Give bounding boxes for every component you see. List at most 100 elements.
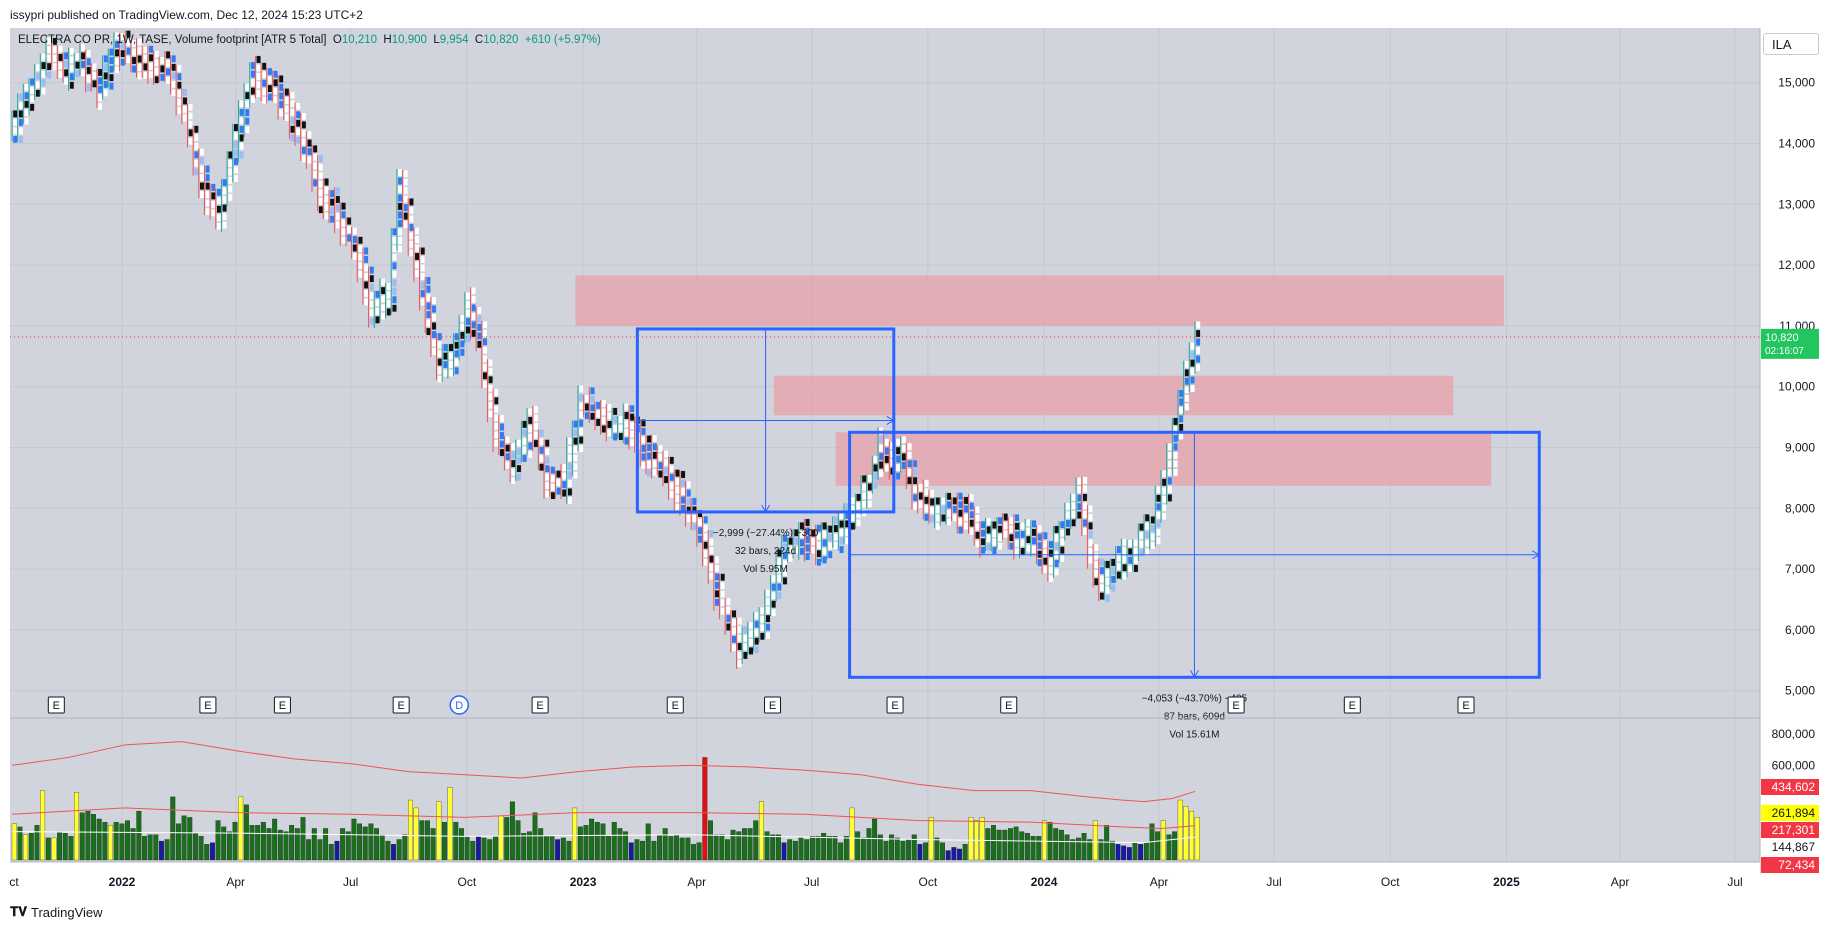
- footprint-bar: [905, 442, 912, 490]
- price-axis[interactable]: 15,00014,00013,00012,00011,00010,0009,00…: [1761, 76, 1819, 698]
- footprint-cell: [420, 289, 426, 298]
- footprint-cell: [239, 125, 244, 134]
- measurement[interactable]: −4,053 (−43.70%) −405 87 bars, 609d Vol 15…: [848, 430, 1541, 740]
- earnings-icon[interactable]: [764, 696, 782, 714]
- earnings-marker[interactable]: E: [392, 696, 410, 714]
- footprint-cell: [1178, 406, 1184, 415]
- footprint-cell: [561, 463, 567, 472]
- earnings-icon[interactable]: [1227, 696, 1245, 714]
- tradingview-logo[interactable]: 𝐓𝐕 TradingView: [10, 904, 103, 920]
- volume-bar: [883, 840, 889, 861]
- volume-bar: [430, 828, 436, 861]
- footprint-cell: [352, 235, 358, 244]
- volume-bar: [775, 834, 781, 861]
- footprint-cell: [324, 178, 329, 186]
- volume-bar: [1132, 842, 1138, 861]
- footprint-bar: [300, 112, 307, 163]
- earnings-marker[interactable]: E: [1457, 696, 1475, 714]
- earnings-marker[interactable]: E: [199, 696, 217, 714]
- footprint-cell: [386, 308, 392, 316]
- event-marker-label: E: [204, 700, 211, 712]
- footprint-bar: [526, 408, 533, 459]
- footprint-cell: [114, 49, 120, 57]
- earnings-marker[interactable]: E: [1000, 696, 1018, 714]
- footprint-cell: [680, 470, 686, 479]
- footprint-cell: [324, 203, 329, 212]
- footprint-cell: [459, 348, 465, 357]
- footprint-cell: [946, 492, 952, 501]
- current-price-tag[interactable]: [1761, 328, 1819, 359]
- footprint-bar: [1188, 342, 1195, 393]
- earnings-marker[interactable]: E: [886, 696, 904, 714]
- footprint-cell: [708, 529, 714, 538]
- footprint-bar: [685, 480, 692, 527]
- footprint-cell: [459, 323, 465, 331]
- footprint-bar: [39, 53, 46, 96]
- earnings-marker[interactable]: E: [764, 696, 782, 714]
- footprint-cell: [1037, 550, 1043, 559]
- earnings-marker[interactable]: E: [666, 696, 684, 714]
- dividend-icon[interactable]: [449, 695, 470, 715]
- volume-bar: [289, 825, 295, 861]
- footprint-cell: [414, 244, 420, 252]
- earnings-icon[interactable]: [531, 696, 549, 714]
- footprint-cell: [267, 67, 273, 76]
- footprint-cell: [1059, 554, 1065, 563]
- dividend-marker[interactable]: D: [449, 695, 470, 715]
- volume-bar: [758, 801, 764, 861]
- footprint-cell: [873, 464, 878, 472]
- footprint-cell: [618, 415, 624, 424]
- time-axis[interactable]: ct 2022 Apr Jul Oct 2023 Apr Jul Oct 2024 Apr Jul Oc…: [9, 875, 1742, 889]
- currency-button[interactable]: ILA: [1763, 33, 1819, 55]
- footprint-cell: [725, 606, 731, 614]
- footprint-bar: [566, 437, 573, 505]
- volume-axis[interactable]: 800,000 600,000 434,602 261,894 217,301 144,8…: [1761, 727, 1819, 873]
- earnings-icon[interactable]: [886, 696, 904, 714]
- footprint-cell: [222, 212, 228, 221]
- footprint-cell: [1195, 346, 1201, 355]
- footprint-cell: [148, 70, 154, 79]
- footprint-bar: [979, 520, 986, 558]
- volume-bar: [617, 828, 623, 861]
- resistance-zones: [575, 275, 1504, 486]
- footprint-bar: [719, 573, 726, 620]
- volume-bar: [628, 842, 634, 861]
- footprint-cell: [295, 110, 301, 119]
- earnings-marker[interactable]: E: [47, 696, 65, 714]
- earnings-icon[interactable]: [392, 696, 410, 714]
- footprint-cell: [216, 222, 222, 231]
- earnings-marker[interactable]: E: [1343, 696, 1361, 714]
- earnings-marker[interactable]: E: [531, 696, 549, 714]
- earnings-icon[interactable]: [47, 696, 65, 714]
- earnings-icon[interactable]: [666, 696, 684, 714]
- footprint-cell: [663, 475, 669, 484]
- footprint-cell: [290, 99, 295, 108]
- footprint-cell: [442, 360, 448, 369]
- volume-bar: [1098, 839, 1104, 861]
- earnings-icon[interactable]: [273, 696, 291, 714]
- earnings-icon[interactable]: [199, 696, 217, 714]
- footprint-cell: [18, 135, 24, 144]
- volume-bar: [57, 831, 63, 861]
- measurement[interactable]: −2,999 (−27.44%) −300 32 bars, 224d Vol 5.…: [635, 327, 896, 575]
- footprint-cell: [409, 198, 414, 206]
- earnings-icon[interactable]: [1457, 696, 1475, 714]
- footprint-cell: [24, 117, 29, 126]
- earnings-icon[interactable]: [1343, 696, 1361, 714]
- footprint-cell: [499, 448, 505, 457]
- footprint-cell: [680, 496, 686, 504]
- legend-symbol[interactable]: ELECTRA CO PR, 1W, TASE, Volume footprin…: [18, 34, 327, 46]
- footprint-cell: [816, 549, 822, 558]
- footprint-cell: [256, 55, 261, 64]
- footprint-bar: [334, 187, 341, 234]
- footprint-cell: [1156, 536, 1161, 545]
- footprint-bar: [515, 439, 522, 482]
- footprint-cell: [244, 91, 250, 100]
- earnings-marker[interactable]: E: [1227, 696, 1245, 714]
- volume-bar: [419, 820, 425, 861]
- footprint-cell: [827, 533, 833, 542]
- earnings-marker[interactable]: E: [273, 696, 291, 714]
- earnings-icon[interactable]: [1000, 696, 1018, 714]
